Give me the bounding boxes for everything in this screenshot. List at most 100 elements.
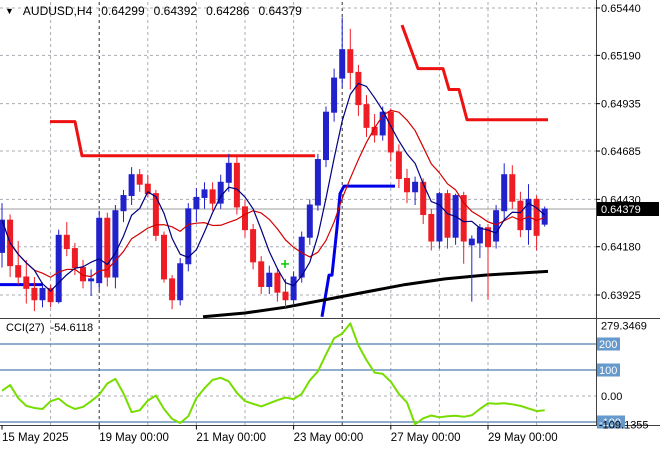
- chart-title-overlay: ▼ AUDUSD,H4 0.64299 0.64392 0.64286 0.64…: [5, 4, 302, 18]
- resistance-step-line: [400, 24, 548, 122]
- candle-bear: [460, 195, 467, 242]
- candle-bear: [209, 189, 216, 204]
- candle-bull: [185, 208, 192, 265]
- cci-level-label: -100: [599, 417, 621, 429]
- price-axis-label: 0.65190: [601, 50, 641, 62]
- candle-bull: [225, 162, 232, 183]
- current-price-box: [597, 201, 659, 216]
- candle-bear: [282, 291, 289, 301]
- ohlc-high-value: 0.64392: [153, 4, 198, 18]
- candle-bear: [104, 217, 111, 278]
- candle-bear: [444, 193, 451, 238]
- cci-max-label: 279.3469: [601, 320, 647, 332]
- candle-bear: [23, 276, 30, 289]
- candle-bull: [412, 181, 419, 193]
- candle-bear: [63, 234, 70, 250]
- ohlc-close-value: 0.64379: [258, 4, 302, 18]
- candle-bear: [363, 104, 370, 128]
- candle-bear: [517, 200, 524, 231]
- candle-bull: [331, 77, 338, 113]
- candle-bear: [274, 272, 281, 293]
- candle-bear: [428, 213, 435, 242]
- cci-level-chip: [597, 415, 625, 429]
- current-price-label: 0.64379: [601, 204, 641, 216]
- candle-bull: [96, 217, 103, 284]
- candle-bear: [355, 71, 362, 106]
- candle-bull: [476, 227, 483, 244]
- candle-bull: [306, 204, 313, 238]
- cci-level-label: 200: [599, 339, 617, 351]
- candle-bull: [266, 272, 273, 287]
- candle-bear: [395, 151, 402, 179]
- candle-bear: [136, 174, 143, 185]
- candle-bull: [298, 236, 305, 278]
- candle-bear: [31, 287, 38, 301]
- ma-fast-line: [1, 82, 546, 292]
- candle-bull: [468, 238, 475, 246]
- price-axis-label: 0.64935: [601, 99, 641, 111]
- candle-bull: [177, 263, 184, 301]
- time-axis-label: 19 May 00:00: [99, 432, 169, 444]
- ma-slow-line: [1, 109, 545, 278]
- ohlc-open-value: 0.64299: [101, 4, 145, 18]
- ohlc-low-value: 0.64286: [206, 4, 250, 18]
- candle-bear: [47, 287, 54, 303]
- time-axis-label: 21 May 00:00: [196, 432, 266, 444]
- time-axis-label: 23 May 00:00: [294, 432, 364, 444]
- candle-bull: [112, 210, 119, 278]
- candle-bull: [525, 198, 532, 231]
- time-axis-label: 15 May 2025: [2, 432, 69, 444]
- indicator-label-overlay: CCI(27) -54.6118: [6, 322, 93, 334]
- resistance-step-line: [50, 120, 315, 158]
- candle-bull: [323, 111, 329, 161]
- time-axis-label: 29 May 00:00: [488, 432, 558, 444]
- price-axis-label: 0.64685: [601, 146, 641, 158]
- candle-bull: [201, 189, 208, 198]
- candle-bear: [169, 278, 176, 301]
- candle-bull: [436, 193, 443, 242]
- candle-bear: [152, 193, 159, 236]
- candle-bear: [161, 234, 167, 280]
- indicator-current-value: -54.6118: [50, 322, 94, 334]
- price-axis-label: 0.64180: [601, 242, 641, 254]
- candle-bear: [250, 229, 257, 263]
- candle-bull: [314, 159, 321, 206]
- candle-bull: [501, 174, 508, 212]
- cci-min-label: -109.1355: [599, 419, 649, 431]
- candle-bear: [15, 265, 22, 278]
- candle-bear: [347, 49, 354, 73]
- candle-bull: [39, 287, 46, 301]
- candle-bull: [128, 174, 135, 197]
- candle-bear: [242, 206, 248, 231]
- cci-level-chip: [597, 337, 620, 351]
- price-axis-label: 0.63925: [601, 290, 641, 302]
- candle-bear: [258, 261, 265, 287]
- candle-bear: [144, 183, 151, 195]
- cci-level-chip: [597, 363, 620, 377]
- indicator-name-label: CCI(27): [6, 322, 45, 334]
- cci-level-label: 100: [599, 365, 617, 377]
- symbol-timeframe-label: AUDUSD,H4: [22, 4, 93, 18]
- candle-bull: [493, 210, 500, 242]
- candle-bear: [404, 177, 410, 193]
- cci-level-label: 0.00: [601, 391, 622, 403]
- support-step-line: [320, 184, 395, 318]
- candle-bear: [509, 174, 516, 202]
- candle-bull: [290, 276, 297, 301]
- price-axis-label: 0.65440: [601, 3, 641, 15]
- candle-bear: [233, 162, 240, 208]
- candle-bear: [485, 227, 491, 248]
- candle-bear: [71, 248, 78, 269]
- candle-bull: [120, 195, 127, 212]
- symbol-dropdown-icon[interactable]: ▼: [5, 5, 14, 16]
- candle-bull: [541, 208, 548, 225]
- candle-bull: [339, 49, 346, 79]
- candle-bear: [387, 111, 394, 153]
- candle-bull: [193, 196, 200, 210]
- candle-bull: [379, 111, 386, 136]
- time-axis-label: 27 May 00:00: [391, 432, 461, 444]
- candle-bull: [55, 234, 62, 303]
- candle-bull: [88, 278, 95, 282]
